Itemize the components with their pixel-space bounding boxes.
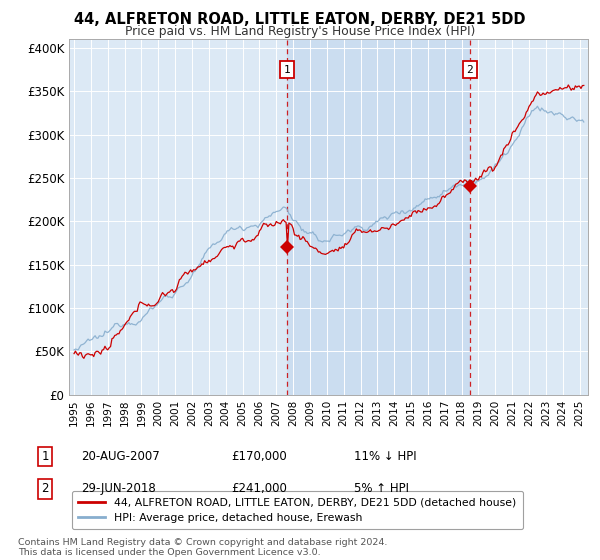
Legend: 44, ALFRETON ROAD, LITTLE EATON, DERBY, DE21 5DD (detached house), HPI: Average : 44, ALFRETON ROAD, LITTLE EATON, DERBY, … (72, 491, 523, 529)
Text: Price paid vs. HM Land Registry's House Price Index (HPI): Price paid vs. HM Land Registry's House … (125, 25, 475, 38)
Text: 44, ALFRETON ROAD, LITTLE EATON, DERBY, DE21 5DD: 44, ALFRETON ROAD, LITTLE EATON, DERBY, … (74, 12, 526, 27)
Text: 11% ↓ HPI: 11% ↓ HPI (354, 450, 416, 463)
Text: 5% ↑ HPI: 5% ↑ HPI (354, 482, 409, 496)
Text: £170,000: £170,000 (231, 450, 287, 463)
Text: 2: 2 (467, 64, 473, 74)
Text: 29-JUN-2018: 29-JUN-2018 (81, 482, 156, 496)
Text: 20-AUG-2007: 20-AUG-2007 (81, 450, 160, 463)
Text: 1: 1 (284, 64, 290, 74)
Bar (287, 39, 470, 395)
Text: Contains HM Land Registry data © Crown copyright and database right 2024.
This d: Contains HM Land Registry data © Crown c… (18, 538, 388, 557)
Text: 1: 1 (41, 450, 49, 463)
Text: 2: 2 (41, 482, 49, 496)
Text: £241,000: £241,000 (231, 482, 287, 496)
